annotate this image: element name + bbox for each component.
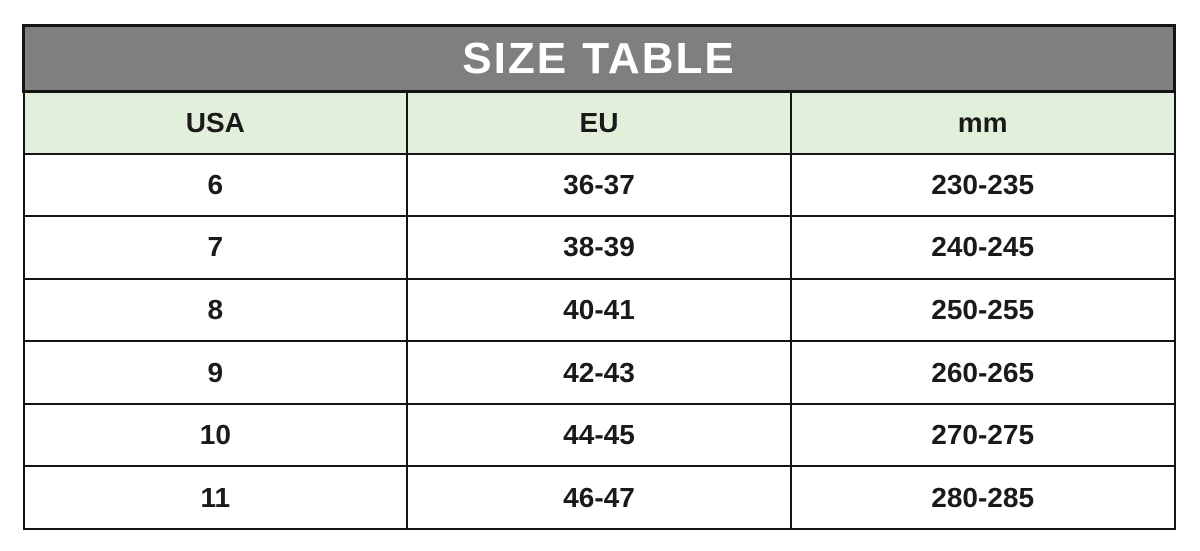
column-header-eu: EU bbox=[406, 90, 792, 155]
table-cell: 260-265 bbox=[789, 340, 1176, 405]
column-header-usa: USA bbox=[22, 90, 409, 155]
table-cell: 10 bbox=[22, 402, 409, 468]
table-row: 6 36-37 230-235 bbox=[22, 152, 1176, 218]
table-row: 8 40-41 250-255 bbox=[22, 277, 1176, 343]
table-cell: 44-45 bbox=[406, 402, 792, 468]
table-cell: 240-245 bbox=[789, 215, 1176, 280]
table-cell: 8 bbox=[22, 277, 409, 343]
table-cell: 46-47 bbox=[406, 465, 792, 530]
table-row: 10 44-45 270-275 bbox=[22, 402, 1176, 468]
table-cell: 6 bbox=[22, 152, 409, 218]
table-cell: 9 bbox=[22, 340, 409, 405]
table-cell: 7 bbox=[22, 215, 409, 280]
table-cell: 280-285 bbox=[789, 465, 1176, 530]
size-table: SIZE TABLE USA EU mm 6 36-37 230-235 7 38-39 24… bbox=[22, 24, 1176, 530]
table-title: SIZE TABLE bbox=[22, 24, 1176, 93]
table-cell: 36-37 bbox=[406, 152, 792, 218]
table-cell: 11 bbox=[22, 465, 409, 530]
table-cell: 270-275 bbox=[789, 402, 1176, 468]
column-header-row: USA EU mm bbox=[22, 90, 1176, 155]
table-cell: 230-235 bbox=[789, 152, 1176, 218]
title-banner-row: SIZE TABLE bbox=[22, 24, 1176, 93]
table-cell: 250-255 bbox=[789, 277, 1176, 343]
table-row: 7 38-39 240-245 bbox=[22, 215, 1176, 280]
table-cell: 40-41 bbox=[406, 277, 792, 343]
column-header-mm: mm bbox=[789, 90, 1176, 155]
table-row: 9 42-43 260-265 bbox=[22, 340, 1176, 405]
table-body: 6 36-37 230-235 7 38-39 240-245 8 40-41 250-255 9… bbox=[22, 152, 1176, 530]
table-cell: 42-43 bbox=[406, 340, 792, 405]
table-cell: 38-39 bbox=[406, 215, 792, 280]
table-row: 11 46-47 280-285 bbox=[22, 465, 1176, 530]
